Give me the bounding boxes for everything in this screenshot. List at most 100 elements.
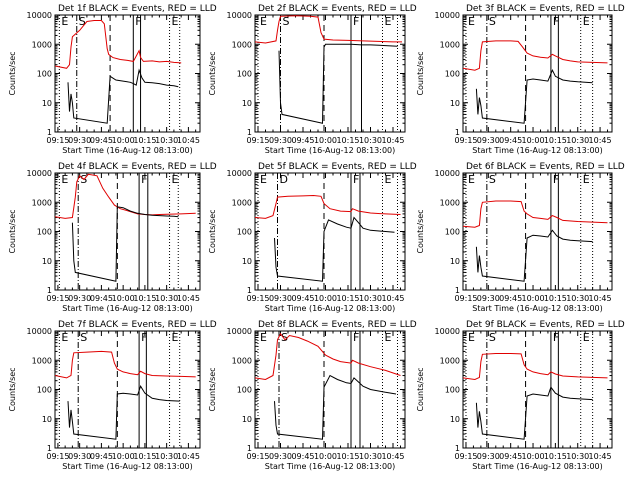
time-marker-label: E [260, 173, 267, 186]
y-axis-label: Counts/sec [208, 51, 217, 95]
y-tick-label: 10 [450, 415, 460, 424]
plot-frame [462, 330, 613, 449]
y-tick-label: 1 [247, 444, 252, 453]
y-tick-label: 100 [237, 386, 252, 395]
x-tick-label: 10:15 [336, 294, 359, 303]
panel-title: Det 6f BLACK = Events, RED = LLD [466, 162, 625, 172]
x-tick-label: 10:15 [133, 452, 156, 461]
time-marker-label: E [468, 331, 475, 344]
panel-title: Det 5f BLACK = Events, RED = LLD [258, 162, 417, 172]
x-tick-label: 10:45 [589, 294, 612, 303]
lld-series-line [55, 173, 196, 219]
y-tick-label: 100 [237, 228, 252, 237]
y-tick-label: 10000 [435, 327, 460, 336]
lld-series-line [463, 353, 608, 381]
x-tick-label: 09:45 [90, 294, 113, 303]
x-tick-label: 10:00 [521, 294, 544, 303]
y-tick-label: 1000 [232, 40, 252, 49]
time-marker-label: S [79, 15, 86, 28]
time-marker-label: F [553, 15, 559, 28]
x-axis-label: Start Time (16-Aug-12 08:13:00) [265, 304, 396, 313]
y-tick-label: 100 [237, 70, 252, 79]
x-tick-label: 10:30 [155, 452, 178, 461]
y-axis-label: Counts/sec [416, 209, 425, 253]
time-marker-label: S [283, 15, 290, 28]
time-marker-label: S [281, 331, 288, 344]
y-tick-label: 1000 [232, 198, 252, 207]
y-tick-label: 1 [247, 128, 252, 137]
panel-title: Det 1f BLACK = Events, RED = LLD [58, 4, 217, 14]
time-marker-label: E [385, 331, 392, 344]
y-tick-label: 10 [242, 99, 252, 108]
x-tick-label: 10:00 [314, 294, 337, 303]
time-marker-label: E [172, 15, 179, 28]
x-tick-label: 09:30 [68, 294, 91, 303]
y-tick-label: 1 [455, 286, 460, 295]
events-series-line [67, 68, 179, 124]
lld-series-line [55, 350, 196, 379]
panel-9: Det 9f BLACK = Events, RED = LLD Counts/s… [416, 320, 625, 471]
y-tick-label: 10000 [227, 169, 252, 178]
events-series-line [274, 374, 397, 440]
x-tick-label: 09:30 [477, 294, 500, 303]
time-marker-label: F [553, 173, 559, 186]
panel-5: Det 5f BLACK = Events, RED = LLD Counts/s… [208, 162, 417, 313]
y-tick-label: 1 [47, 286, 52, 295]
y-tick-label: 10 [42, 415, 52, 424]
panel-3: Det 3f BLACK = Events, RED = LLD Counts/s… [416, 4, 625, 155]
time-marker-label: E [583, 173, 590, 186]
time-marker-label: F [141, 173, 147, 186]
panel-1: Det 1f BLACK = Events, RED = LLD Counts/s… [8, 4, 217, 155]
x-tick-label: 10:45 [177, 452, 200, 461]
x-tick-label: 09:15 [46, 136, 69, 145]
y-tick-label: 1000 [440, 198, 460, 207]
time-marker-label: F [141, 331, 147, 344]
x-tick-label: 09:15 [46, 294, 69, 303]
x-tick-label: 10:15 [133, 294, 156, 303]
lld-series-line [255, 15, 402, 44]
x-tick-label: 10:00 [112, 136, 135, 145]
y-tick-label: 10 [242, 257, 252, 266]
y-axis-label: Counts/sec [416, 367, 425, 411]
events-series-line [67, 385, 180, 440]
y-tick-label: 10000 [227, 327, 252, 336]
y-tick-label: 100 [445, 70, 460, 79]
y-tick-label: 1000 [440, 40, 460, 49]
x-tick-label: 10:45 [177, 136, 200, 145]
x-tick-label: 10:45 [381, 452, 404, 461]
panel-title: Det 8f BLACK = Events, RED = LLD [258, 320, 417, 330]
time-marker-label: F [353, 331, 359, 344]
y-tick-label: 1000 [32, 356, 52, 365]
x-tick-label: 09:45 [499, 294, 522, 303]
events-series-line [475, 229, 593, 282]
time-marker-label: E [61, 173, 68, 186]
time-marker-label: E [260, 15, 267, 28]
x-tick-label: 09:30 [68, 452, 91, 461]
x-tick-label: 09:15 [246, 452, 269, 461]
time-marker-label: S [489, 173, 496, 186]
x-tick-label: 09:15 [454, 136, 477, 145]
y-tick-label: 10000 [27, 169, 52, 178]
x-axis-label: Start Time (16-Aug-12 08:13:00) [472, 146, 603, 155]
y-tick-label: 100 [37, 70, 52, 79]
panel-title: Det 9f BLACK = Events, RED = LLD [466, 320, 625, 330]
x-tick-label: 09:30 [477, 136, 500, 145]
panel-2: Det 2f BLACK = Events, RED = LLD Counts/s… [208, 4, 417, 155]
x-axis-label: Start Time (16-Aug-12 08:13:00) [472, 304, 603, 313]
x-tick-label: 10:45 [589, 452, 612, 461]
time-marker-label: E [172, 331, 179, 344]
y-tick-label: 10000 [27, 11, 52, 20]
y-tick-label: 100 [445, 386, 460, 395]
y-tick-label: 10 [242, 415, 252, 424]
x-tick-label: 10:30 [566, 136, 589, 145]
lld-series-line [255, 194, 401, 219]
x-tick-label: 10:00 [314, 452, 337, 461]
x-tick-label: 09:30 [477, 452, 500, 461]
x-tick-label: 10:30 [359, 452, 382, 461]
y-tick-label: 1000 [232, 356, 252, 365]
x-tick-label: 09:15 [246, 294, 269, 303]
panel-4: Det 4f BLACK = Events, RED = LLD Counts/s… [8, 162, 217, 313]
x-tick-label: 09:45 [499, 452, 522, 461]
x-tick-label: 10:00 [112, 452, 135, 461]
x-tick-label: 09:45 [90, 136, 113, 145]
